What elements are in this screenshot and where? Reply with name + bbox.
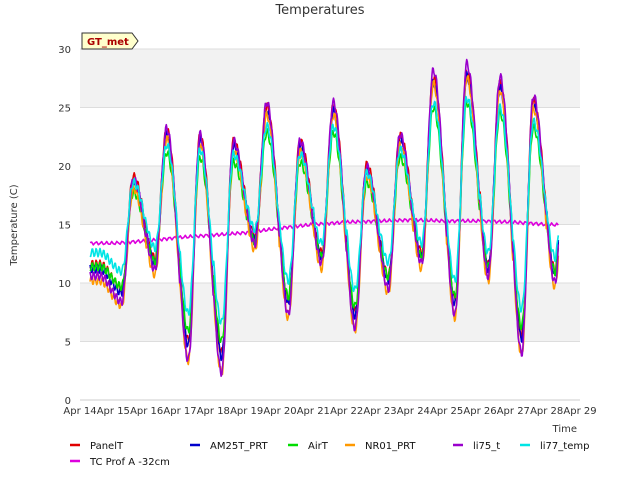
x-tick-label: Apr 25 [430,406,463,417]
x-tick-label: Apr 15 [97,406,130,417]
series-line [89,58,560,378]
x-tick-label: Apr 18 [197,406,230,417]
y-axis-label: Temperature (C) [9,184,20,266]
x-tick-label: Apr 14 [63,406,96,417]
legend: PanelT TC Prof A -32cm AM25T_PRT AirT NR01_P… [70,441,589,468]
x-tick-label: Apr 26 [463,406,496,417]
legend-entry: PanelT [90,441,124,452]
series-line [89,95,560,325]
legend-entry: TC Prof A -32cm [89,457,170,468]
grid-band [80,166,580,225]
x-tick-label: Apr 20 [263,406,296,417]
y-tick-label: 10 [58,279,71,290]
legend-entry: AM25T_PRT [210,441,269,452]
y-tick-label: 30 [58,45,71,56]
x-tick-label: Apr 27 [497,406,530,417]
legend-entry: NR01_PRT [365,441,416,452]
legend-entry: AirT [308,441,329,452]
x-tick-label: Apr 21 [297,406,330,417]
chart-title: Temperatures [274,3,364,18]
badge-label: GT_met [87,37,129,48]
x-tick-label: Apr 29 [563,406,596,417]
grid-band [80,49,580,108]
x-tick-label: Apr 22 [330,406,363,417]
legend-entry: li75_t [473,441,500,452]
x-tick-label: Apr 23 [363,406,396,417]
x-axis-label: Time [552,424,577,435]
x-tick-label: Apr 28 [530,406,563,417]
y-tick-label: 0 [65,396,71,407]
x-tick-label: Apr 24 [397,406,430,417]
series-lines [89,58,560,378]
y-tick-label: 15 [58,221,71,232]
x-tick-label: Apr 17 [163,406,196,417]
y-tick-label: 20 [58,162,71,173]
x-tick-label: Apr 16 [130,406,163,417]
badge-box [81,32,139,50]
legend-entry: li77_temp [540,441,589,452]
grid-band [80,283,580,342]
y-tick-label: 25 [58,104,71,115]
badge: GT_met [81,32,139,50]
x-tick-label: Apr 19 [230,406,263,417]
y-tick-label: 5 [65,338,71,349]
